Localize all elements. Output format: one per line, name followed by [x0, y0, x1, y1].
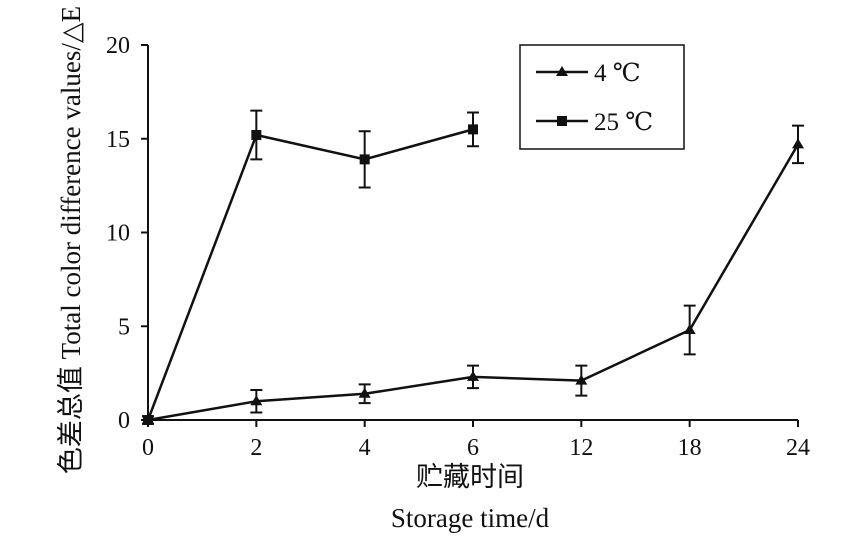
x-axis-label-cn: 贮藏时间 — [416, 462, 524, 492]
legend-marker-triangle — [556, 66, 568, 76]
x-tick-label: 6 — [467, 435, 479, 461]
legend-label-4c: 4 ℃ — [594, 60, 641, 87]
data-point-square — [251, 130, 262, 140]
data-point-triangle — [467, 370, 479, 381]
x-tick-label: 0 — [142, 435, 154, 461]
y-tick-label: 10 — [106, 221, 130, 247]
data-point-square — [359, 154, 370, 165]
series — [142, 109, 804, 425]
y-axis-label: 色差总值 Total color difference values/△E — [56, 6, 86, 474]
y-tick-label: 15 — [106, 127, 130, 153]
data-point-triangle — [358, 387, 371, 398]
x-tick-label: 18 — [678, 435, 702, 461]
data-point-triangle — [683, 324, 696, 334]
x-axis-label: Storage time/d — [391, 503, 550, 533]
x-tick-label: 24 — [786, 435, 810, 461]
x-tick-label: 12 — [569, 435, 593, 461]
data-point-square — [143, 415, 153, 425]
legend-marker-square — [557, 116, 567, 126]
series-line-1 — [146, 128, 474, 421]
x-tick-label: 4 — [359, 435, 371, 461]
y-tick-label: 20 — [106, 33, 130, 59]
axes — [147, 45, 798, 421]
x-tick-label: 2 — [250, 435, 262, 461]
data-point-square — [468, 124, 478, 135]
data-point-triangle — [575, 374, 588, 385]
legend-box — [519, 44, 685, 150]
data-point-triangle — [792, 138, 804, 149]
y-tick-label: 5 — [118, 314, 130, 340]
data-point-triangle — [250, 395, 263, 406]
legend-label-25c: 25 ℃ — [594, 109, 653, 136]
y-tick-label: 0 — [118, 408, 130, 434]
legend: 4 ℃ 25 ℃ — [519, 44, 685, 150]
